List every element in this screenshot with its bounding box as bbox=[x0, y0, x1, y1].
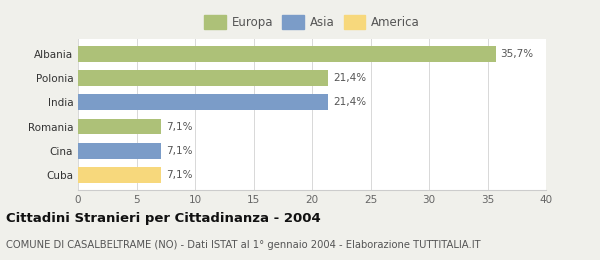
Text: 7,1%: 7,1% bbox=[166, 170, 192, 180]
Legend: Europa, Asia, America: Europa, Asia, America bbox=[201, 12, 423, 32]
Text: COMUNE DI CASALBELTRAME (NO) - Dati ISTAT al 1° gennaio 2004 - Elaborazione TUTT: COMUNE DI CASALBELTRAME (NO) - Dati ISTA… bbox=[6, 240, 481, 250]
Bar bbox=[78, 46, 496, 62]
Text: 7,1%: 7,1% bbox=[166, 146, 192, 156]
Text: 35,7%: 35,7% bbox=[500, 49, 533, 59]
Text: 7,1%: 7,1% bbox=[166, 121, 192, 132]
Text: 21,4%: 21,4% bbox=[333, 97, 366, 107]
Bar bbox=[78, 70, 328, 86]
Bar bbox=[78, 119, 161, 134]
Bar bbox=[78, 167, 161, 183]
Bar bbox=[78, 94, 328, 110]
Text: 21,4%: 21,4% bbox=[333, 73, 366, 83]
Text: Cittadini Stranieri per Cittadinanza - 2004: Cittadini Stranieri per Cittadinanza - 2… bbox=[6, 212, 321, 225]
Bar bbox=[78, 143, 161, 159]
